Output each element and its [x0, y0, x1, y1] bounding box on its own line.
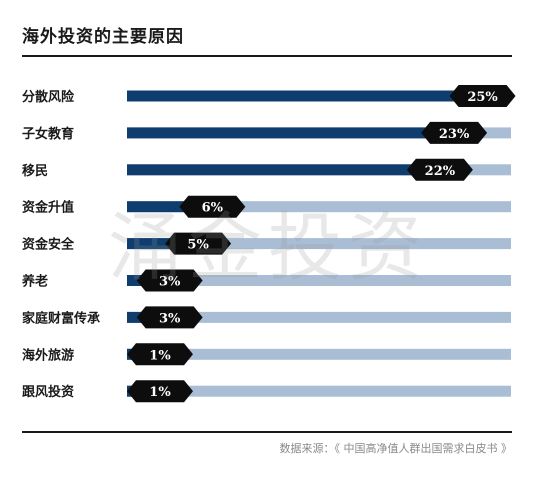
bar-track [127, 311, 511, 323]
bar-track [127, 275, 511, 286]
value-tag [136, 269, 203, 292]
category-label: 海外旅游 [22, 347, 74, 363]
value-label: 5% [187, 238, 209, 253]
footer-divider [22, 431, 512, 433]
bar [127, 127, 455, 139]
bar-track [127, 348, 511, 360]
value-label: 6% [202, 201, 224, 216]
value-label: 22% [425, 164, 456, 179]
category-label: 跟风投资 [22, 384, 74, 400]
bar [127, 238, 199, 250]
title-divider [22, 55, 512, 57]
data-source-note: 数据来源：《 中国高净值人群出国需求白皮书 》 [279, 442, 513, 455]
value-tag [165, 232, 232, 255]
category-label: 子女教育 [22, 126, 74, 142]
value-label: 23% [439, 127, 470, 142]
value-label: 3% [159, 311, 181, 326]
value-label: 1% [149, 385, 171, 400]
chart-title: 海外投资的主要原因 [22, 27, 184, 47]
category-label: 家庭财富传承 [22, 310, 100, 326]
value-tag [421, 121, 488, 144]
value-label: 3% [159, 275, 181, 290]
category-label: 资金升值 [22, 200, 74, 216]
category-label: 资金安全 [22, 237, 75, 253]
bar-track [127, 238, 511, 250]
value-tag [127, 380, 193, 403]
category-label: 移民 [22, 163, 48, 179]
bar [127, 164, 440, 176]
value-tag [127, 343, 193, 366]
category-label: 养老 [21, 274, 48, 290]
value-tag [406, 158, 473, 181]
bar [127, 90, 483, 102]
value-label: 1% [149, 348, 171, 363]
value-tag [136, 306, 203, 329]
bar-track [127, 385, 511, 397]
value-tag [449, 85, 516, 107]
category-label: 分散风险 [22, 89, 75, 105]
bar [127, 201, 213, 213]
value-label: 25% [467, 90, 498, 105]
bar-track [127, 201, 511, 213]
value-tag [179, 195, 246, 218]
